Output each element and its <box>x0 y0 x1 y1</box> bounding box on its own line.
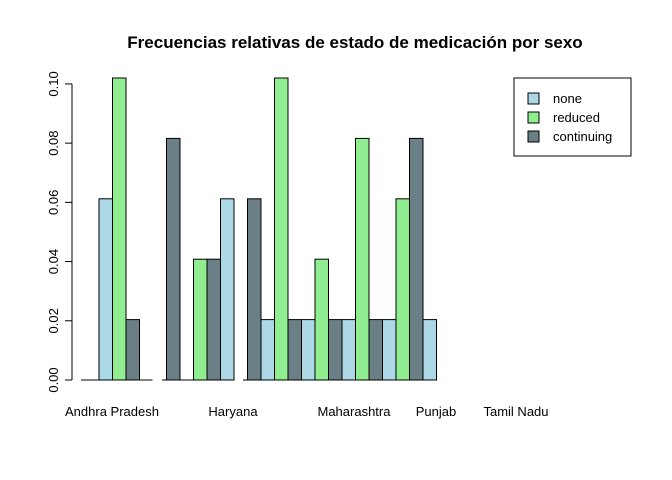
y-tick-label: 0.02 <box>46 308 61 333</box>
y-tick-label: 0.10 <box>46 71 61 96</box>
bar-reduced <box>193 258 208 381</box>
legend-swatch-reduced <box>527 111 540 124</box>
y-tick-label: 0.08 <box>46 130 61 155</box>
bar-reduced <box>112 77 127 381</box>
y-tick-label: 0.04 <box>46 249 61 274</box>
bar-continuing <box>166 137 181 381</box>
category-labels: Andhra Pradesh Haryana Maharashtra Punjab Ta… <box>65 404 548 419</box>
bars <box>98 77 437 381</box>
legend-label-none: none <box>553 91 582 106</box>
legend: none reduced continuing <box>513 77 632 157</box>
legend-swatch-continuing <box>527 130 540 143</box>
legend-swatch-none <box>527 92 540 105</box>
bar-none <box>301 319 316 381</box>
legend-label-reduced: reduced <box>553 110 600 125</box>
bar-reduced <box>314 258 329 381</box>
bar-reduced <box>274 77 289 381</box>
category-label: Tamil Nadu <box>483 404 548 419</box>
bar-reduced <box>395 198 410 381</box>
category-label: Punjab <box>416 404 456 419</box>
category-label: Maharashtra <box>318 404 392 419</box>
bar-reduced <box>355 137 370 381</box>
y-tick-label: 0.06 <box>46 190 61 215</box>
bar-continuing <box>328 319 343 381</box>
bar-none <box>382 319 397 381</box>
bar-none <box>98 198 113 381</box>
category-label: Haryana <box>208 404 258 419</box>
y-axis: 0.00 0.02 0.04 0.06 0.08 0.10 <box>46 71 73 393</box>
bar-continuing <box>125 319 140 381</box>
bar-continuing <box>287 319 302 381</box>
bar-continuing <box>206 258 221 381</box>
bar-continuing <box>409 137 424 381</box>
bar-none <box>341 319 356 381</box>
bar-continuing <box>368 319 383 381</box>
chart-title: Frecuencias relativas de estado de medic… <box>127 33 582 52</box>
legend-label-continuing: continuing <box>553 129 612 144</box>
bar-none <box>422 319 437 381</box>
y-tick-label: 0.00 <box>46 367 61 392</box>
bar-continuing <box>247 198 262 381</box>
category-label: Andhra Pradesh <box>65 404 159 419</box>
bar-none <box>260 319 275 381</box>
bar-none <box>220 198 235 381</box>
